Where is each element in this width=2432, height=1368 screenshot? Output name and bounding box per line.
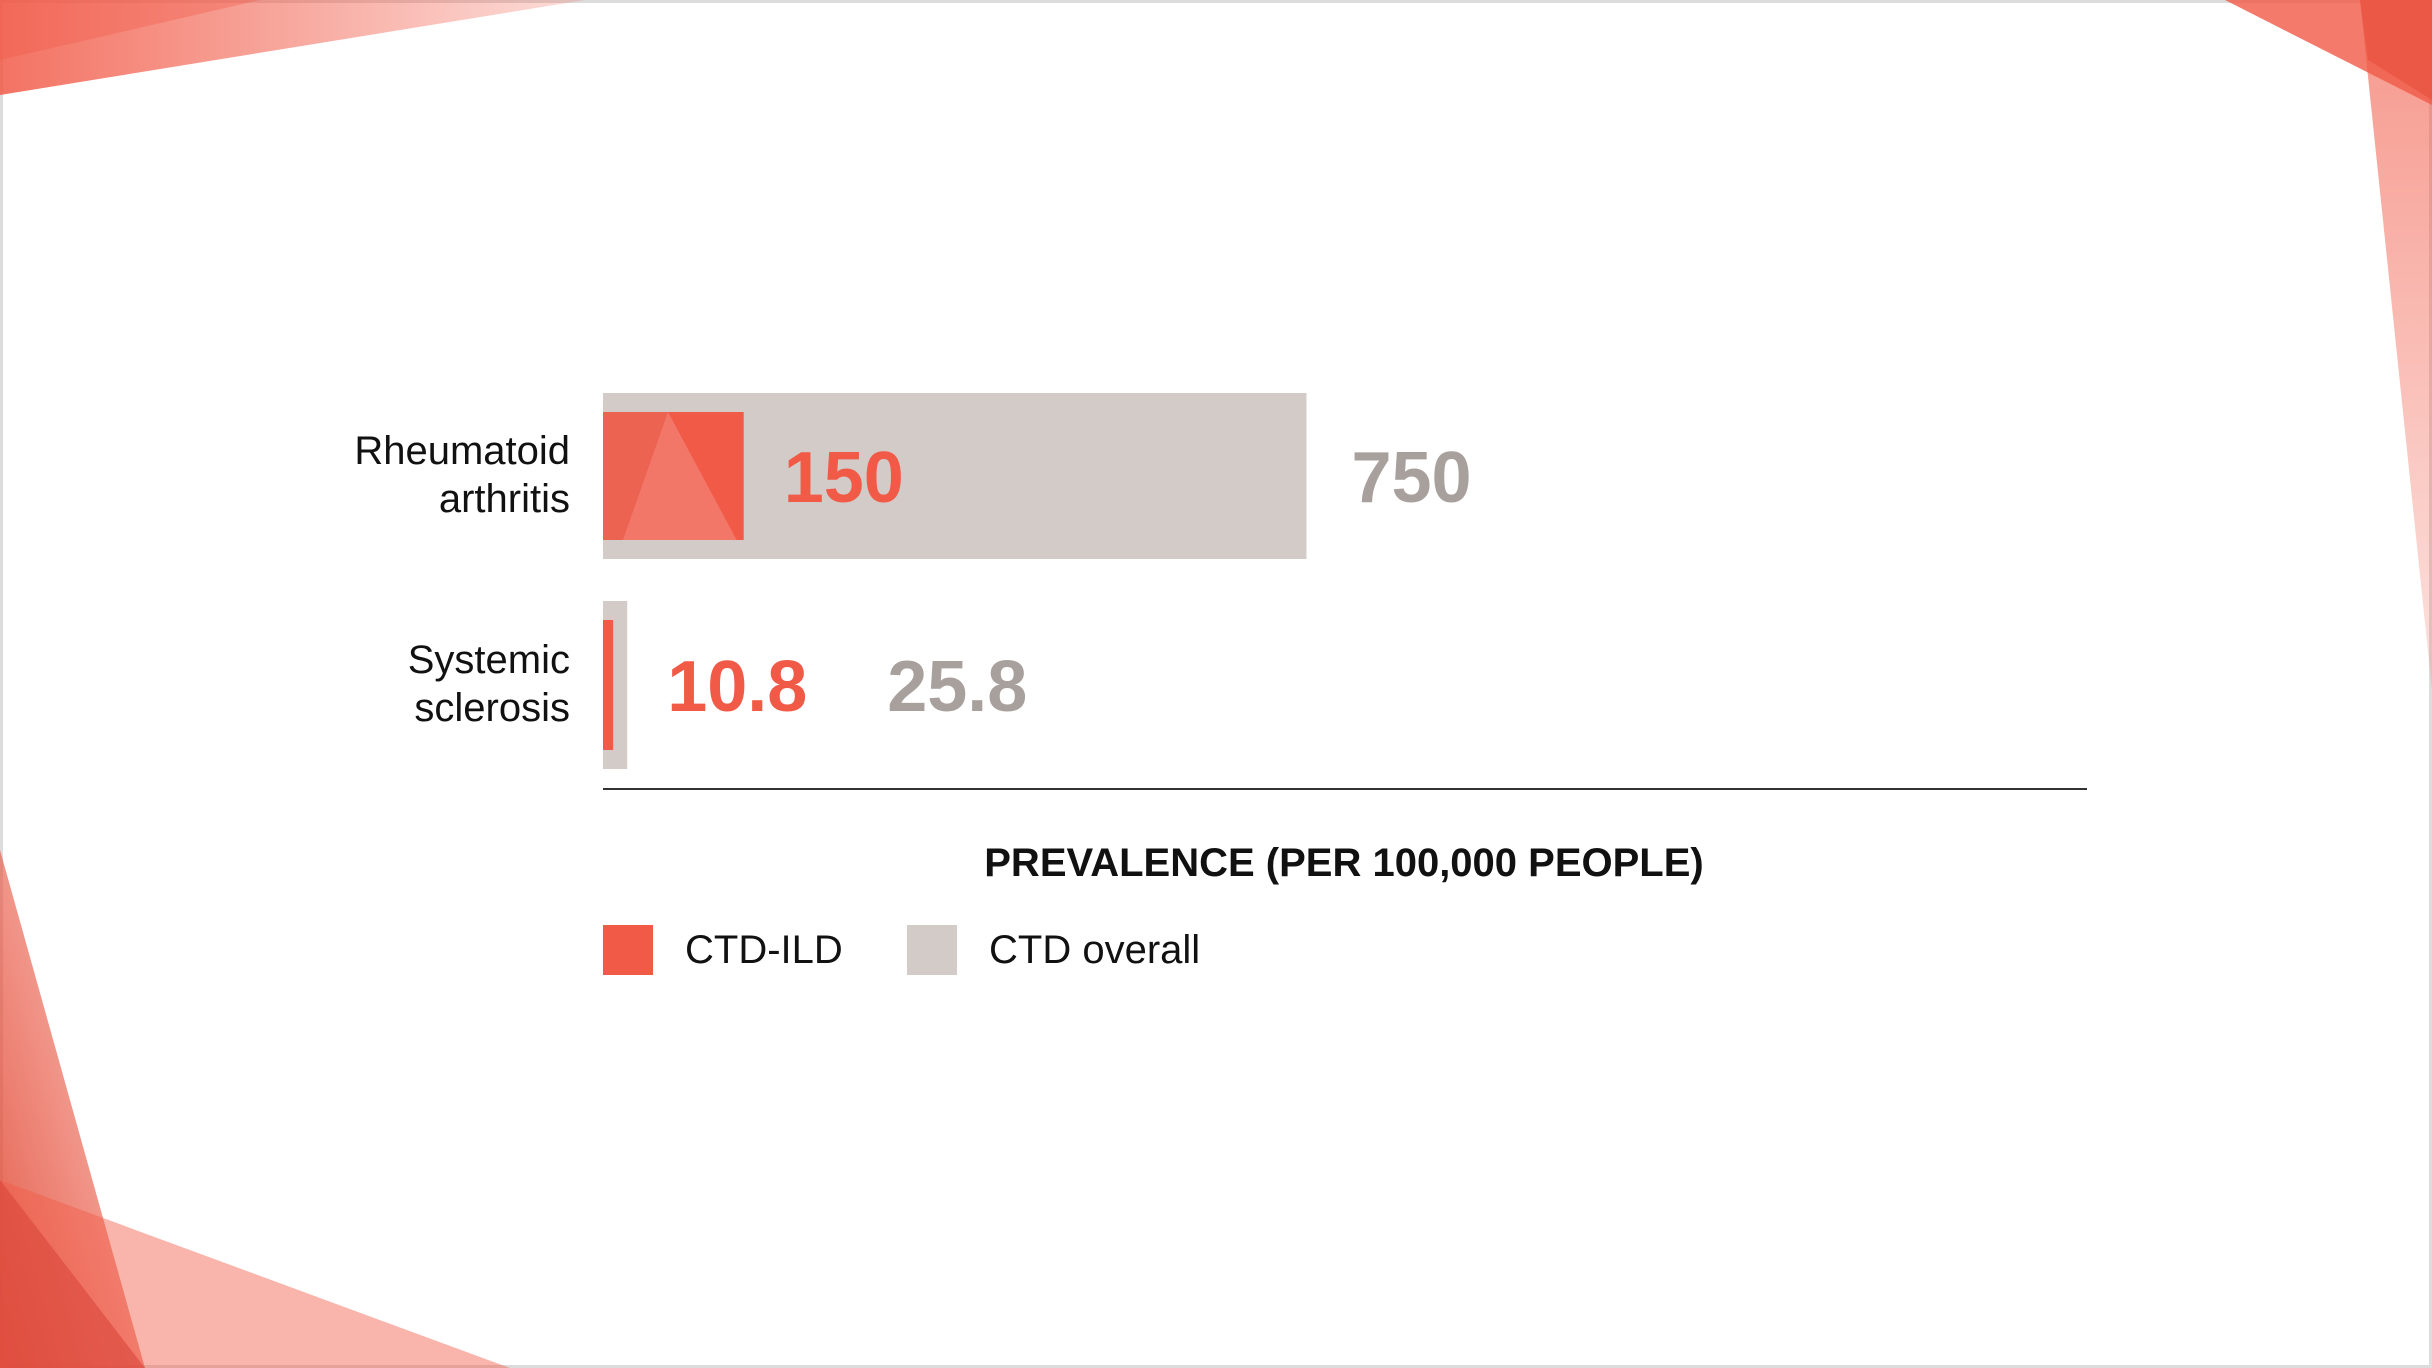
- category-label-1: Systemic sclerosis: [408, 638, 570, 730]
- value-label-ctd-ild-1: 10.8: [667, 647, 807, 727]
- x-axis-title: PREVALENCE (PER 100,000 PEOPLE): [984, 841, 1704, 885]
- top-left-shard: [0, 0, 585, 95]
- legend-swatch-ctd-ild: [603, 925, 653, 975]
- category-label-line: Systemic: [408, 638, 570, 682]
- legend: CTD-ILD CTD overall: [603, 925, 1200, 975]
- category-labels: Rheumatoid arthritis Systemic sclerosis: [354, 429, 570, 730]
- bar-ctd-ild-1: [603, 620, 614, 750]
- category-label-line: sclerosis: [414, 686, 570, 730]
- value-label-ctd-ild-0: 150: [784, 438, 904, 518]
- value-labels: 150 750 10.8 25.8: [667, 438, 1471, 727]
- bottom-left-shard: [0, 850, 510, 1368]
- ctd-ild-bars: [603, 412, 744, 750]
- value-label-ctd-overall-0: 750: [1351, 438, 1471, 518]
- bar-ctd-ild-shade: [603, 412, 668, 540]
- value-label-ctd-overall-1: 25.8: [887, 647, 1027, 727]
- category-label-0: Rheumatoid arthritis: [354, 429, 570, 521]
- top-right-shard: [2225, 0, 2432, 690]
- legend-label-ctd-overall: CTD overall: [989, 928, 1200, 972]
- legend-label-ctd-ild: CTD-ILD: [685, 928, 843, 972]
- bar-ctd-ild-facet: [603, 412, 737, 540]
- category-label-line: arthritis: [439, 477, 570, 521]
- bar-ctd-ild-0: [603, 412, 744, 540]
- legend-swatch-ctd-overall: [907, 925, 957, 975]
- category-label-line: Rheumatoid: [354, 429, 570, 473]
